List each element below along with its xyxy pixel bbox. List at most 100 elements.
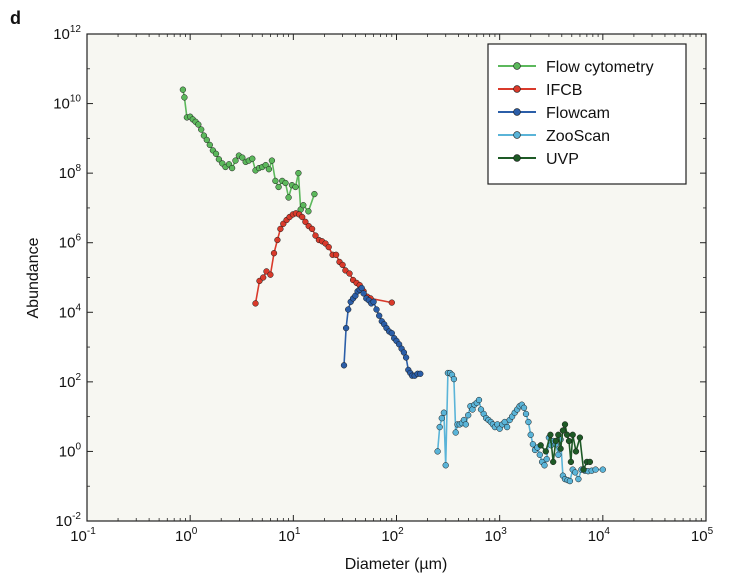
flowcam-point <box>373 306 380 313</box>
ifcb-point <box>312 232 319 239</box>
x-tick-exponent: 1 <box>295 526 301 537</box>
x-tick-exponent: 5 <box>708 526 714 537</box>
x-tick-label: 103 <box>485 526 508 545</box>
flow-cytometry-point <box>195 121 202 128</box>
uvp-point <box>567 458 575 466</box>
y-tick-base: 10 <box>55 513 72 530</box>
flow-cytometry-point <box>228 164 236 172</box>
flow-cytometry-point <box>262 161 269 169</box>
y-tick-base: 10 <box>59 374 76 391</box>
y-tick-base: 10 <box>59 235 76 252</box>
y-tick-label: 108 <box>59 163 82 182</box>
series-flow-cytometry <box>179 86 318 215</box>
ifcb-point <box>308 225 316 233</box>
zooscan-point <box>543 455 550 463</box>
y-axis-title: Abundance <box>25 237 42 318</box>
flowcam-point <box>376 312 383 319</box>
x-tick-exponent: 4 <box>604 526 610 537</box>
flowcam-point <box>370 298 377 305</box>
ifcb-point <box>332 251 340 258</box>
flowcam-point <box>358 284 365 292</box>
y-tick-label: 102 <box>59 372 82 391</box>
uvp-point <box>555 431 562 438</box>
x-tick-base: 10 <box>381 528 398 545</box>
ifcb-point <box>339 261 346 269</box>
legend-swatch-marker <box>513 62 521 70</box>
flowcam-point <box>388 330 395 337</box>
zooscan-point <box>599 466 606 473</box>
uvp-point <box>572 448 580 455</box>
zooscan-point <box>529 441 537 448</box>
flow-cytometry-point <box>200 132 208 139</box>
y-tick-base: 10 <box>53 96 70 113</box>
uvp-line <box>540 423 590 471</box>
x-tick-exponent: 3 <box>501 526 507 537</box>
y-tick-label: 100 <box>59 441 82 460</box>
uvp-point <box>580 466 587 473</box>
flow-cytometry-point <box>265 166 273 173</box>
legend: Flow cytometry IFCB Flowcam ZooScan UVP <box>487 43 687 185</box>
uvp-point <box>563 431 571 438</box>
legend-item-uvp: UVP <box>498 151 579 168</box>
legend-item-flowcam: Flowcam <box>498 105 610 122</box>
ifcb-point <box>277 225 284 233</box>
legend-label: ZooScan <box>546 128 610 145</box>
x-tick-base: 10 <box>691 528 708 545</box>
legend-swatch-marker <box>513 108 521 116</box>
ifcb-point <box>270 250 278 257</box>
series-ifcb <box>252 210 395 307</box>
flow-cytometry-point <box>285 194 292 201</box>
ifcb-point <box>346 270 353 277</box>
legend-item-zooscan: ZooScan <box>498 128 610 145</box>
uvp-point <box>561 421 569 428</box>
uvp-point <box>557 445 564 452</box>
y-tick-base: 10 <box>59 304 76 321</box>
uvp-point <box>559 427 567 434</box>
flow-cytometry-point <box>232 157 239 164</box>
x-tick-exponent: -1 <box>87 526 96 537</box>
legend-item-flow-cytometry: Flow cytometry <box>498 59 654 76</box>
series-uvp <box>537 421 594 473</box>
y-tick-base: 10 <box>59 443 76 460</box>
x-axis-title: Diameter (µm) <box>345 556 448 573</box>
x-tick-base: 10 <box>70 528 87 545</box>
y-tick-exponent: 8 <box>75 163 81 174</box>
uvp-point <box>547 431 554 438</box>
zooscan-point <box>450 375 458 383</box>
x-tick-base: 10 <box>278 528 295 545</box>
uvp-point <box>552 437 559 445</box>
y-tick-label: 104 <box>59 302 82 321</box>
legend-label: Flowcam <box>546 105 610 122</box>
zooscan-point <box>475 396 483 404</box>
uvp-point <box>586 458 594 466</box>
flowcam-point <box>345 306 352 313</box>
y-tick-exponent: 12 <box>70 24 82 35</box>
zooscan-point <box>566 477 574 485</box>
zooscan-point <box>503 423 511 431</box>
flow-cytometry-point <box>292 183 299 191</box>
zooscan-point <box>592 466 599 473</box>
flowcam-point <box>342 324 350 332</box>
flow-cytometry-point <box>206 141 213 149</box>
x-tick-label: 10-1 <box>70 526 96 545</box>
legend-item-ifcb: IFCB <box>498 82 582 99</box>
ifcb-point <box>299 213 306 221</box>
legend-swatch-marker <box>513 131 521 139</box>
y-tick-exponent: 6 <box>75 233 81 244</box>
y-tick-label: 10-2 <box>55 511 81 530</box>
zooscan-point <box>525 418 532 426</box>
ifcb-point <box>274 236 281 244</box>
uvp-point <box>550 458 557 466</box>
series-flowcam <box>340 284 424 379</box>
y-tick-exponent: 0 <box>75 441 81 452</box>
flow-cytometry-point <box>295 169 302 177</box>
x-tick-label: 105 <box>691 526 714 545</box>
zooscan-point <box>575 475 582 483</box>
uvp-point <box>569 431 576 438</box>
y-tick-label: 1010 <box>53 94 81 113</box>
ifcb-point <box>267 271 274 278</box>
zooscan-point <box>452 429 459 436</box>
flow-cytometry-point <box>282 179 289 187</box>
